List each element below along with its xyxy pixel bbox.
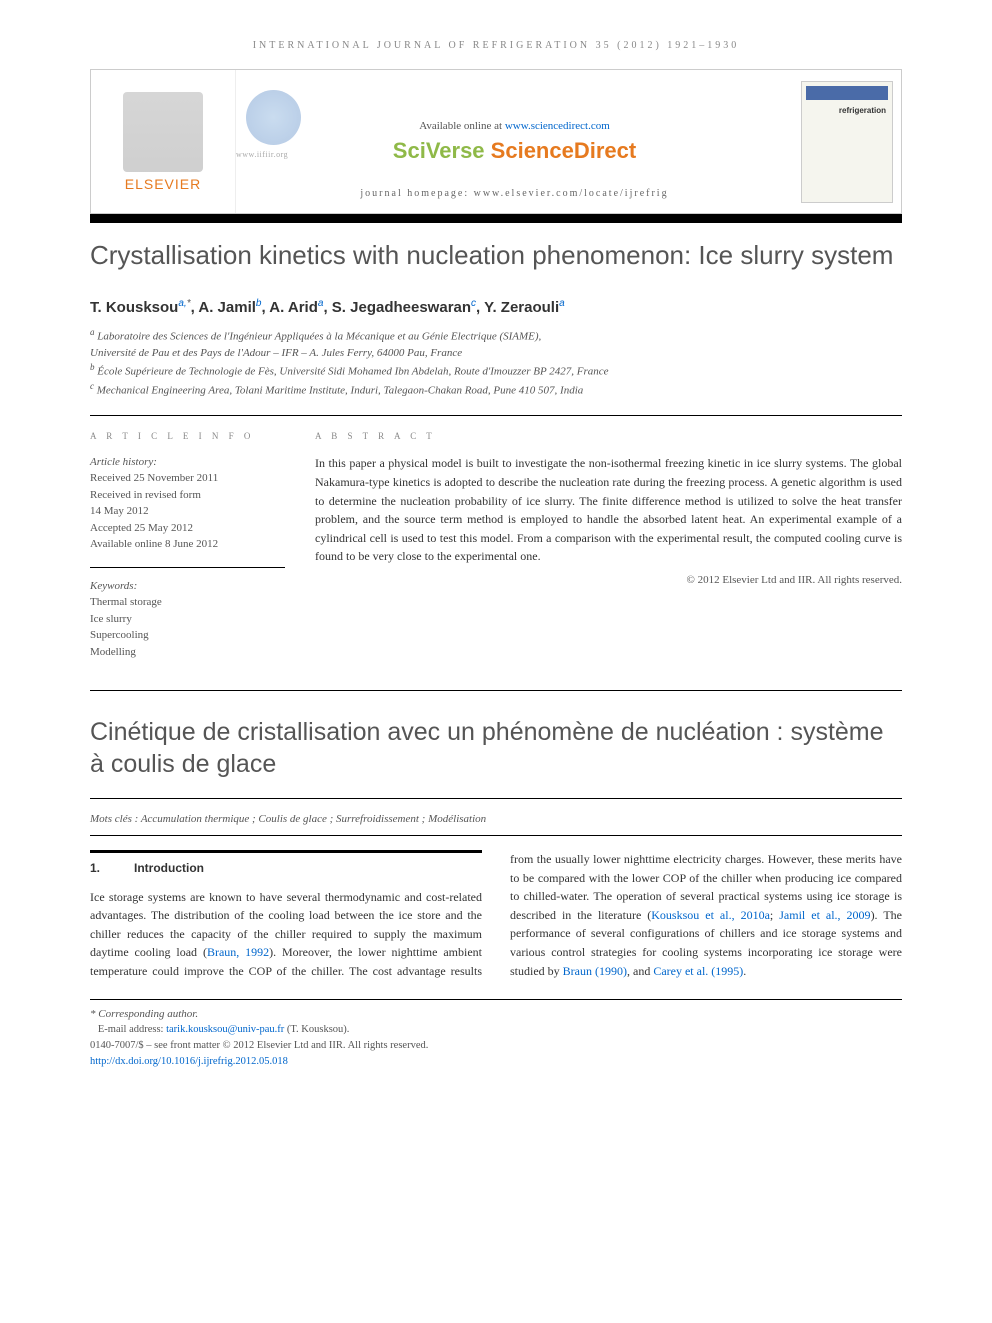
keyword: Supercooling <box>90 627 285 644</box>
sciverse-logo: SciVerse ScienceDirect <box>393 138 636 164</box>
citation-link[interactable]: Carey et al. (1995) <box>653 964 743 978</box>
issn-line: 0140-7007/$ – see front matter © 2012 El… <box>90 1038 902 1054</box>
rule <box>90 835 902 836</box>
history-line: Received in revised form <box>90 487 285 504</box>
affiliation: a Laboratoire des Sciences de l'Ingénieu… <box>90 326 902 345</box>
history-line: Received 25 November 2011 <box>90 470 285 487</box>
corresponding-author: * Corresponding author. <box>90 1006 902 1023</box>
abstract-column: A B S T R A C T In this paper a physical… <box>315 430 902 674</box>
affiliation: b École Supérieure de Technologie de Fès… <box>90 361 902 380</box>
keywords-block: Keywords: Thermal storage Ice slurry Sup… <box>90 578 285 661</box>
keyword: Modelling <box>90 644 285 661</box>
available-prefix: Available online at <box>419 120 505 132</box>
rule <box>90 415 902 416</box>
article-info-label: A R T I C L E I N F O <box>90 430 285 444</box>
available-online-line: Available online at www.sciencedirect.co… <box>419 120 610 132</box>
author: T. Kousksoua,* <box>90 299 191 316</box>
rule <box>90 798 902 799</box>
article-title: Crystallisation kinetics with nucleation… <box>90 239 902 272</box>
affiliation: Université de Pau et des Pays de l'Adour… <box>90 345 902 362</box>
banner-center: www.iifiir.org Available online at www.s… <box>236 70 793 213</box>
journal-cover-cell: refrigeration <box>793 70 901 213</box>
history-head: Article history: <box>90 454 285 471</box>
email-link[interactable]: tarik.kousksou@univ-pau.fr <box>166 1024 284 1035</box>
journal-cover-thumb: refrigeration <box>801 81 893 203</box>
history-line: Available online 8 June 2012 <box>90 536 285 553</box>
affiliation: c Mechanical Engineering Area, Tolani Ma… <box>90 380 902 399</box>
sciencedirect-word: ScienceDirect <box>491 138 637 163</box>
section-heading: 1.Introduction <box>90 850 482 878</box>
elsevier-logo-cell: ELSEVIER <box>91 70 236 213</box>
sciencedirect-link[interactable]: www.sciencedirect.com <box>505 120 610 132</box>
section-title: Introduction <box>134 861 204 875</box>
journal-running-head: INTERNATIONAL JOURNAL OF REFRIGERATION 3… <box>90 40 902 51</box>
rule <box>90 567 285 568</box>
doi-link[interactable]: http://dx.doi.org/10.1016/j.ijrefrig.201… <box>90 1056 288 1067</box>
author: S. Jegadheeswaranc <box>332 299 476 316</box>
author: A. Jamilb <box>198 299 261 316</box>
citation-link[interactable]: Braun (1990) <box>563 964 627 978</box>
abstract-text: In this paper a physical model is built … <box>315 454 902 566</box>
mots-cles: Mots clés : Accumulation thermique ; Cou… <box>90 813 902 825</box>
cover-title: refrigeration <box>839 106 886 115</box>
abstract-label: A B S T R A C T <box>315 430 902 444</box>
author: Y. Zeraoulia <box>484 299 565 316</box>
journal-banner: ELSEVIER www.iifiir.org Available online… <box>90 69 902 214</box>
body-text: 1.Introduction Ice storage systems are k… <box>90 850 902 981</box>
email-line: E-mail address: tarik.kousksou@univ-pau.… <box>90 1022 902 1038</box>
iir-globe-icon <box>246 90 301 145</box>
citation-link[interactable]: Braun, 1992 <box>207 945 269 959</box>
keyword: Ice slurry <box>90 611 285 628</box>
journal-homepage: journal homepage: www.elsevier.com/locat… <box>360 188 668 199</box>
citation-link[interactable]: Jamil et al., 2009 <box>779 908 870 922</box>
page-footer: * Corresponding author. E-mail address: … <box>90 999 902 1070</box>
copyright-line: © 2012 Elsevier Ltd and IIR. All rights … <box>315 572 902 589</box>
sciverse-word-a: SciVerse <box>393 138 491 163</box>
iir-url[interactable]: www.iifiir.org <box>236 150 288 159</box>
author-list: T. Kousksoua,*, A. Jamilb, A. Arida, S. … <box>90 298 902 316</box>
keywords-head: Keywords: <box>90 578 285 595</box>
article-history: Article history: Received 25 November 20… <box>90 454 285 553</box>
author: A. Arida <box>269 299 323 316</box>
keyword: Thermal storage <box>90 594 285 611</box>
affiliations: a Laboratoire des Sciences de l'Ingénieu… <box>90 326 902 400</box>
citation-link[interactable]: Kousksou et al., 2010a <box>651 908 770 922</box>
elsevier-tree-icon <box>123 92 203 172</box>
french-title: Cinétique de cristallisation avec un phé… <box>90 717 902 780</box>
rule <box>90 690 902 691</box>
section-number: 1. <box>90 859 134 878</box>
history-line: 14 May 2012 <box>90 503 285 520</box>
article-info-column: A R T I C L E I N F O Article history: R… <box>90 430 285 674</box>
history-line: Accepted 25 May 2012 <box>90 520 285 537</box>
elsevier-wordmark: ELSEVIER <box>125 176 201 192</box>
banner-rule <box>90 214 902 223</box>
